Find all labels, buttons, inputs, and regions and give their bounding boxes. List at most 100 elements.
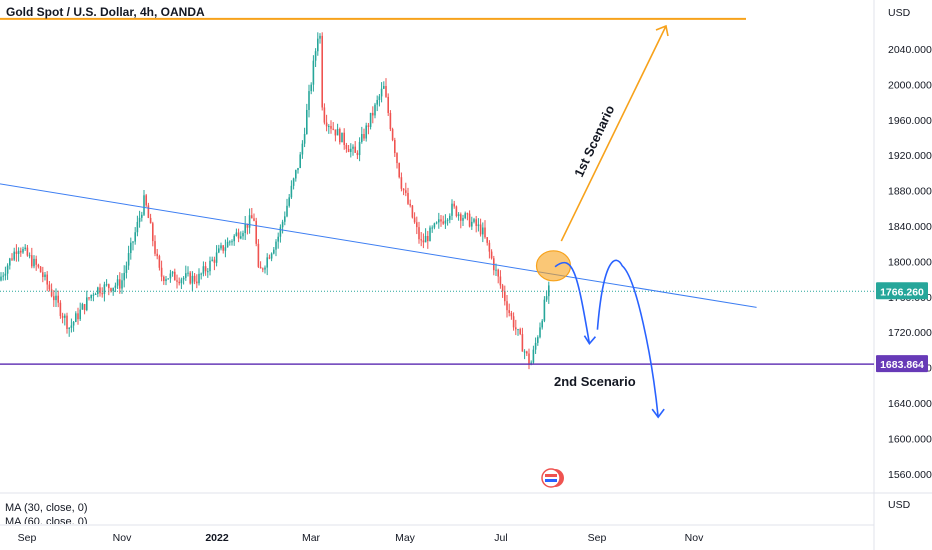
candle-body-144 (317, 38, 319, 52)
time-tick-7: Nov (685, 532, 704, 544)
candle-body-114 (251, 215, 253, 219)
candle-body-111 (244, 223, 246, 234)
candle-body-31 (68, 327, 70, 329)
candle-body-243 (534, 342, 537, 350)
time-tick-6: Sep (588, 532, 607, 544)
candle-body-8 (17, 250, 20, 254)
candle-body-3 (6, 265, 9, 274)
candle-body-185 (407, 192, 409, 204)
candle-body-38 (83, 304, 86, 311)
candle-body-23 (50, 289, 53, 297)
candle-body-186 (409, 203, 411, 206)
scenario2-arrow-head-1 (583, 335, 597, 346)
price-tick-0: 2040.000 (888, 44, 932, 56)
candle-body-163 (358, 141, 361, 156)
candle-body-159 (350, 148, 352, 152)
candle-body-152 (334, 129, 337, 136)
candle-body-172 (378, 96, 381, 100)
candle-body-165 (363, 133, 365, 139)
candle-body-102 (224, 247, 227, 251)
candle-body-67 (147, 205, 150, 218)
candle-body-24 (53, 296, 55, 301)
current-price-badge-bg (876, 282, 928, 300)
scenario2-path-first-drop (554, 261, 591, 344)
candle-body-97 (213, 259, 216, 263)
candle-body-247 (543, 299, 546, 321)
candle-body-141 (310, 84, 312, 92)
price-tick-1: 2000.000 (888, 79, 932, 91)
candle-body-223 (490, 251, 493, 259)
candle-body-190 (418, 227, 420, 240)
candle-body-221 (486, 237, 488, 243)
candle-body-138 (303, 134, 306, 144)
candle-body-132 (290, 185, 293, 198)
candle-body-69 (152, 223, 154, 242)
candle-body-25 (55, 295, 57, 301)
candle-body-37 (81, 304, 84, 310)
candle-body-116 (255, 220, 257, 244)
candle-body-133 (292, 178, 295, 186)
price-tick-8: 1720.000 (888, 327, 932, 339)
candle-body-194 (427, 236, 429, 242)
candle-body-105 (231, 241, 233, 243)
indicator-ma-30[interactable]: MA (30, close, 0) (5, 502, 88, 514)
candle-body-112 (246, 223, 249, 228)
candle-body-184 (405, 190, 407, 193)
candle-body-81 (178, 281, 180, 284)
candle-body-104 (229, 241, 231, 243)
candle-body-19 (42, 272, 44, 278)
candle-body-195 (429, 227, 431, 242)
candle-body-79 (174, 271, 176, 281)
candle-body-244 (537, 337, 539, 343)
candle-body-149 (328, 125, 330, 127)
candle-body-77 (169, 273, 172, 279)
candle-body-50 (110, 288, 112, 292)
candle-body-33 (72, 321, 75, 326)
candle-body-168 (369, 112, 372, 127)
candle-body-167 (367, 125, 370, 127)
candle-body-135 (297, 167, 299, 171)
candle-body-59 (130, 242, 132, 254)
candle-body-220 (484, 227, 486, 238)
candle-body-158 (347, 148, 350, 152)
candle-body-99 (218, 248, 220, 253)
candle-body-197 (433, 223, 436, 228)
candle-body-120 (264, 267, 266, 270)
candle-body-0 (0, 276, 2, 281)
candle-body-188 (413, 217, 416, 223)
price-tick-4: 1880.000 (888, 186, 932, 198)
candle-body-72 (158, 256, 161, 268)
price-tick-2: 1960.000 (888, 115, 932, 127)
candle-body-36 (79, 309, 81, 320)
price-axis-currency[interactable]: USD (888, 7, 911, 19)
candle-body-202 (444, 220, 447, 224)
candle-body-47 (103, 284, 106, 295)
candle-body-84 (185, 273, 187, 278)
candle-body-233 (512, 316, 515, 328)
scenario1-arrow-line (560, 25, 667, 242)
candle-body-65 (143, 195, 145, 215)
candle-body-35 (77, 313, 79, 320)
chart-title: Gold Spot / U.S. Dollar, 4h, OANDA (6, 5, 205, 19)
candle-body-90 (198, 273, 200, 284)
indicator-ma-60[interactable]: MA (60, close, 0) (5, 516, 88, 524)
flag-icon[interactable] (541, 468, 561, 488)
candle-body-51 (112, 287, 114, 292)
candle-body-176 (387, 96, 389, 113)
candle-body-48 (105, 284, 108, 286)
candle-body-16 (35, 258, 37, 265)
candle-body-56 (123, 272, 125, 281)
candle-body-57 (125, 265, 128, 273)
candle-body-134 (295, 170, 297, 179)
candle-body-136 (299, 154, 301, 168)
candle-body-174 (383, 86, 385, 89)
candle-body-82 (180, 279, 183, 284)
candle-body-215 (473, 219, 475, 222)
candle-body-54 (119, 279, 121, 289)
candle-body-203 (446, 219, 449, 221)
candle-body-196 (431, 227, 433, 229)
candle-body-42 (92, 294, 95, 296)
candle-body-200 (440, 219, 442, 222)
candle-body-139 (306, 109, 308, 135)
candle-body-187 (411, 205, 414, 218)
